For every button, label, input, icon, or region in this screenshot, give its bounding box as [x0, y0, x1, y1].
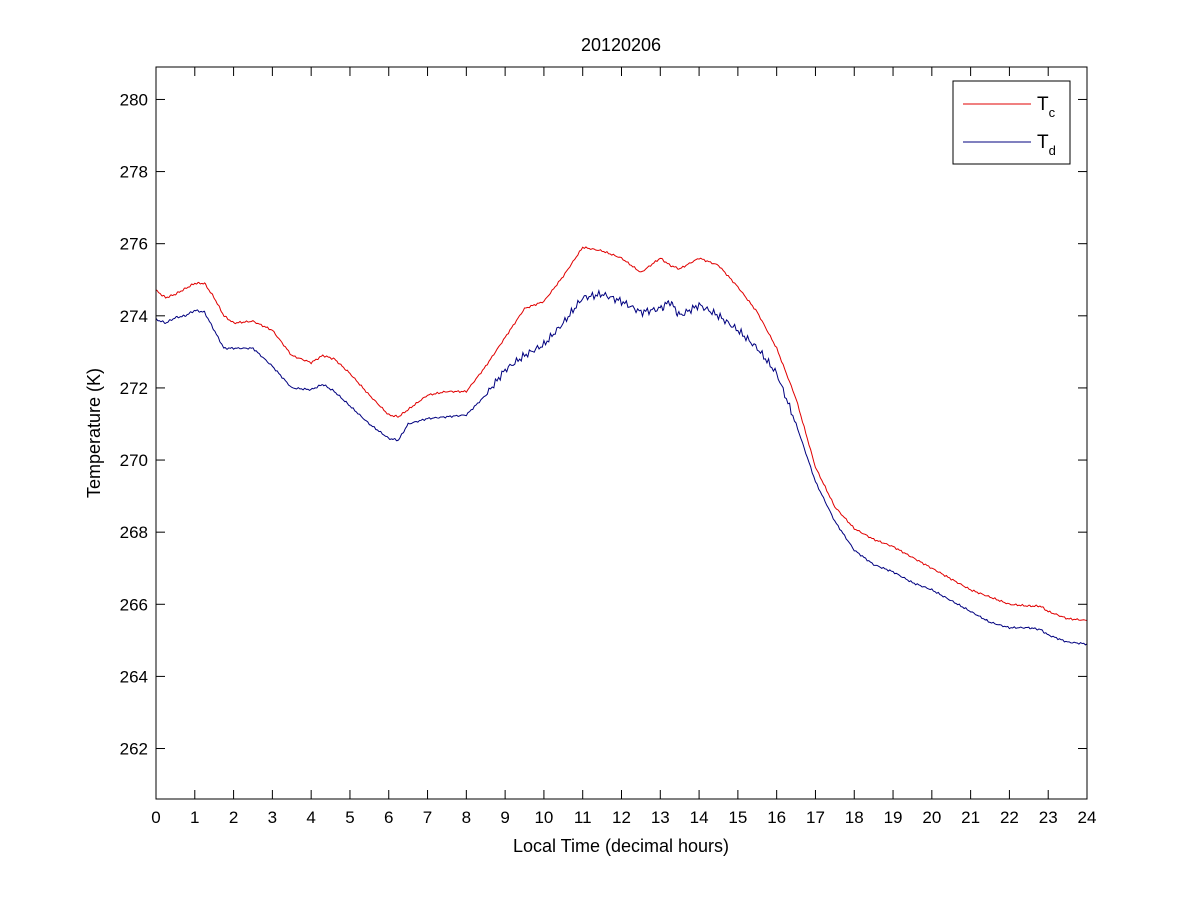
x-tick-label: 6	[384, 808, 393, 827]
x-tick-label: 17	[806, 808, 825, 827]
chart-title: 20120206	[581, 35, 661, 55]
x-tick-label: 8	[462, 808, 471, 827]
x-tick-label: 16	[767, 808, 786, 827]
x-tick-label: 14	[690, 808, 709, 827]
x-tick-label: 15	[728, 808, 747, 827]
plot-background	[156, 67, 1087, 799]
series-line-c	[155, 246, 1088, 622]
plot-area	[155, 66, 1088, 800]
x-tick-label: 3	[268, 808, 277, 827]
x-tick-label: 1	[190, 808, 199, 827]
y-tick-label: 278	[120, 163, 148, 182]
x-tick-label: 21	[961, 808, 980, 827]
y-tick-label: 274	[120, 307, 148, 326]
legend: Tc Td	[952, 80, 1071, 165]
y-axis-ticks: 262 264 266 268 270 272 274 276 278 280	[120, 90, 1087, 759]
x-tick-label: 4	[306, 808, 315, 827]
x-tick-label: 19	[884, 808, 903, 827]
y-tick-label: 262	[120, 740, 148, 759]
y-tick-label: 264	[120, 667, 148, 686]
x-axis-label: Local Time (decimal hours)	[513, 836, 729, 856]
x-tick-label: 0	[151, 808, 160, 827]
y-axis-label: Temperature (K)	[84, 368, 104, 498]
x-tick-label: 18	[845, 808, 864, 827]
legend-box	[952, 80, 1071, 165]
legend-label-c: Tc	[1037, 94, 1056, 120]
x-tick-label: 5	[345, 808, 354, 827]
x-tick-label: 2	[229, 808, 238, 827]
legend-label-d: Td	[1037, 132, 1056, 158]
y-tick-label: 276	[120, 235, 148, 254]
x-tick-label: 11	[574, 808, 592, 827]
x-tick-label: 9	[500, 808, 509, 827]
x-tick-label: 24	[1078, 808, 1097, 827]
x-tick-label: 10	[534, 808, 553, 827]
series-line-d	[155, 288, 1088, 646]
y-tick-label: 266	[120, 595, 148, 614]
y-tick-label: 270	[120, 451, 148, 470]
x-tick-label: 23	[1039, 808, 1058, 827]
y-tick-label: 268	[120, 523, 148, 542]
x-tick-label: 7	[423, 808, 432, 827]
x-tick-label: 12	[612, 808, 631, 827]
x-axis-ticks: 0 1 2 3 4 5 6 7 8 9 10 11 12 13 14 15 16 17 18 19 20 21 22 23 24	[151, 67, 1096, 827]
y-tick-label: 280	[120, 90, 148, 109]
x-tick-label: 22	[1000, 808, 1019, 827]
y-tick-label: 272	[120, 379, 148, 398]
x-tick-label: 13	[651, 808, 670, 827]
series-layer	[155, 246, 1088, 646]
x-tick-label: 20	[922, 808, 941, 827]
